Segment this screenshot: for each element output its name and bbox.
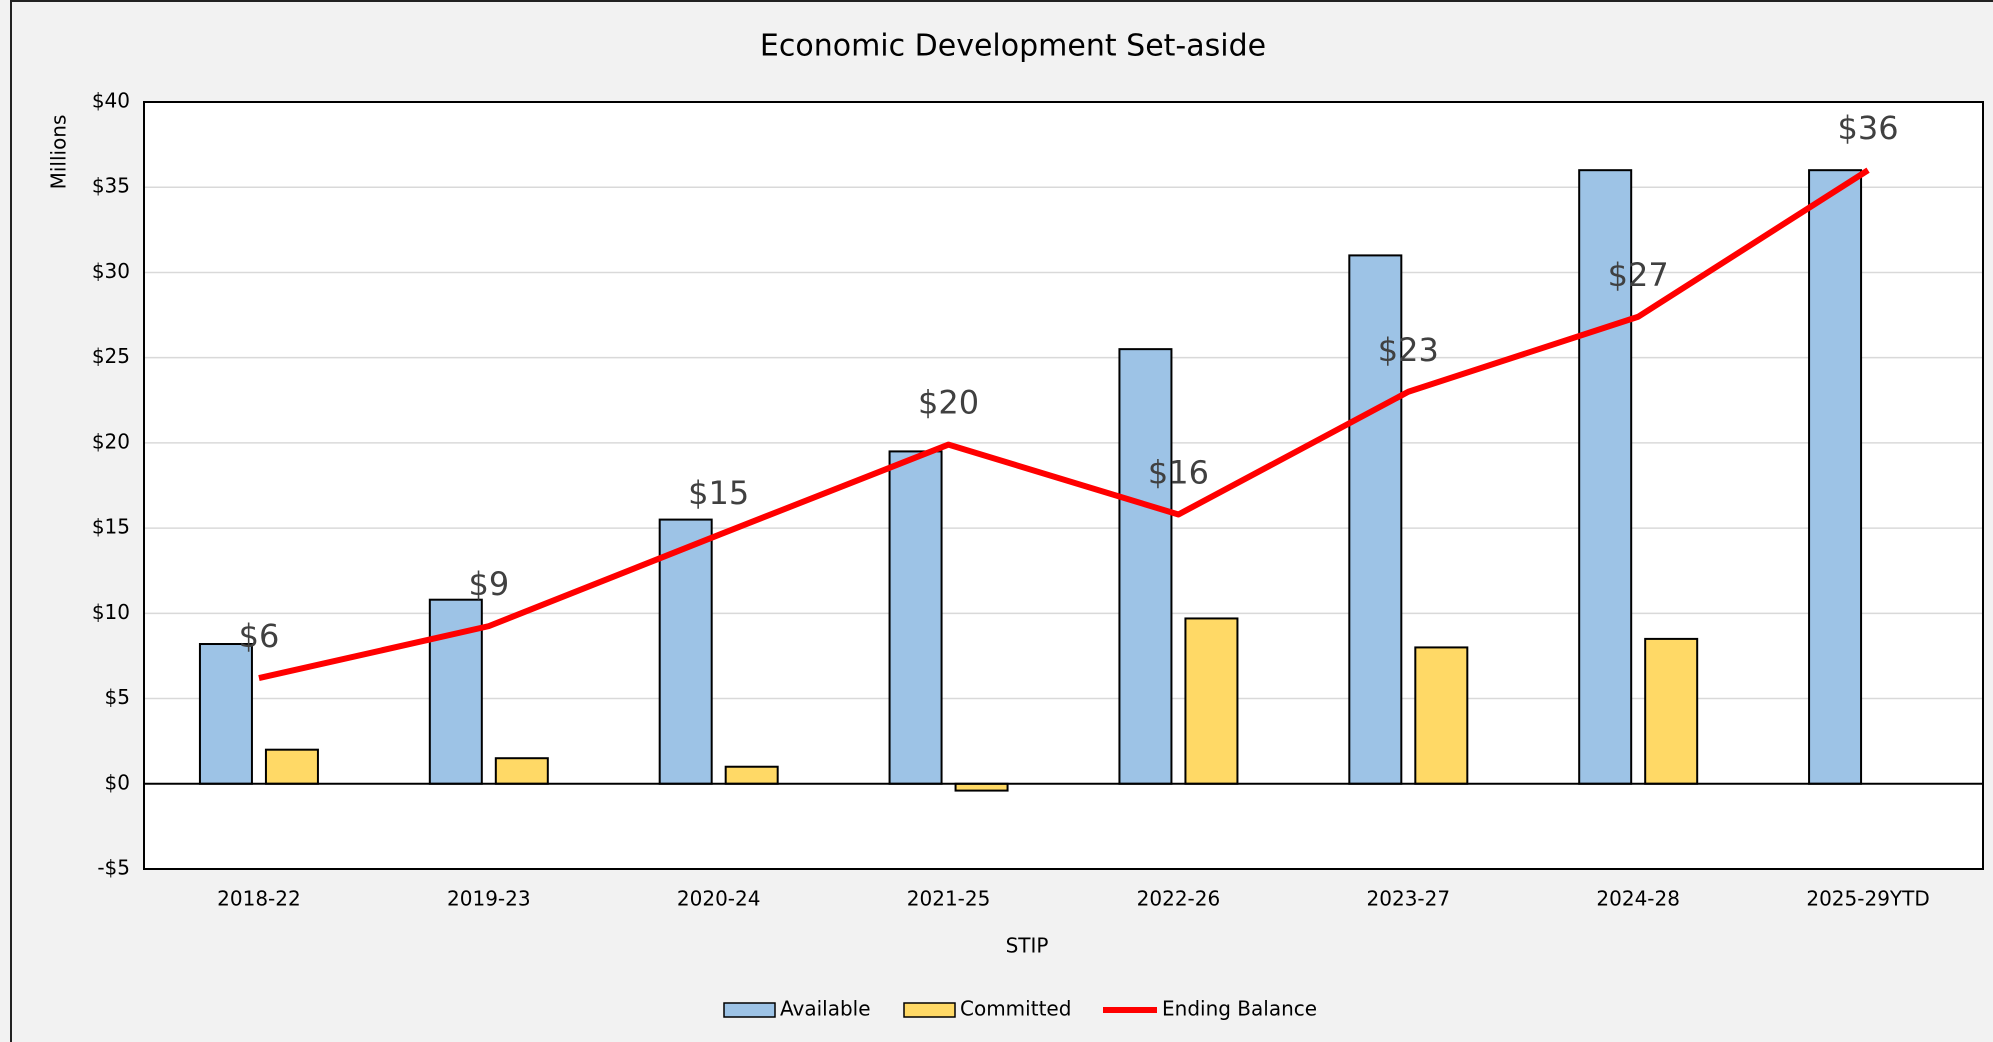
legend-swatch	[903, 1002, 956, 1018]
bar	[1808, 169, 1863, 785]
y-tick-label: $0	[105, 770, 130, 794]
bar	[888, 450, 943, 785]
data-label: $36	[1838, 109, 1899, 147]
chart-title: Economic Development Set-aside	[760, 29, 1266, 64]
x-tick-label: 2019-23	[447, 887, 531, 911]
x-tick-label: 2022-26	[1137, 887, 1221, 911]
x-tick-label: 2025-29YTD	[1806, 887, 1929, 911]
legend-label: Ending Balance	[1162, 997, 1317, 1021]
y-tick-label: $25	[92, 344, 130, 368]
bar	[1414, 646, 1469, 785]
data-label: $9	[468, 565, 509, 603]
legend-label: Committed	[960, 997, 1071, 1021]
x-tick-label: 2024-28	[1596, 887, 1680, 911]
legend-swatch	[723, 1002, 776, 1018]
plot-border	[143, 101, 1984, 870]
bar	[1644, 637, 1699, 785]
y-tick-label: $40	[92, 89, 130, 113]
bar	[954, 782, 1009, 792]
y-tick-label: $30	[92, 259, 130, 283]
y-tick-label: $5	[105, 685, 130, 709]
y-tick-label: $15	[92, 515, 130, 539]
data-label: $23	[1378, 331, 1439, 369]
bar	[264, 748, 319, 785]
y-tick-label: -$5	[97, 856, 130, 880]
y-axis-label: Millions	[47, 115, 71, 190]
y-tick-label: $10	[92, 600, 130, 624]
bar	[724, 765, 779, 785]
bar	[1578, 169, 1633, 785]
x-tick-label: 2023-27	[1367, 887, 1451, 911]
bar	[658, 518, 713, 785]
x-tick-label: 2021-25	[907, 887, 991, 911]
legend-label: Available	[780, 997, 871, 1021]
bar	[428, 598, 483, 785]
bar	[1184, 617, 1239, 785]
data-label: $15	[688, 474, 749, 512]
data-label: $27	[1608, 256, 1669, 294]
line-series	[258, 167, 1870, 682]
x-tick-label: 2020-24	[677, 887, 761, 911]
y-tick-label: $35	[92, 174, 130, 198]
y-tick-label: $20	[92, 429, 130, 453]
plot-area	[144, 102, 1983, 869]
data-label: $6	[239, 617, 280, 655]
data-label: $16	[1148, 453, 1209, 491]
bar	[198, 643, 253, 785]
data-label: $20	[918, 384, 979, 422]
bar	[1118, 348, 1173, 785]
bar	[1348, 254, 1403, 785]
x-axis-label: STIP	[1006, 934, 1049, 958]
x-tick-label: 2018-22	[217, 887, 301, 911]
bar	[494, 757, 549, 785]
